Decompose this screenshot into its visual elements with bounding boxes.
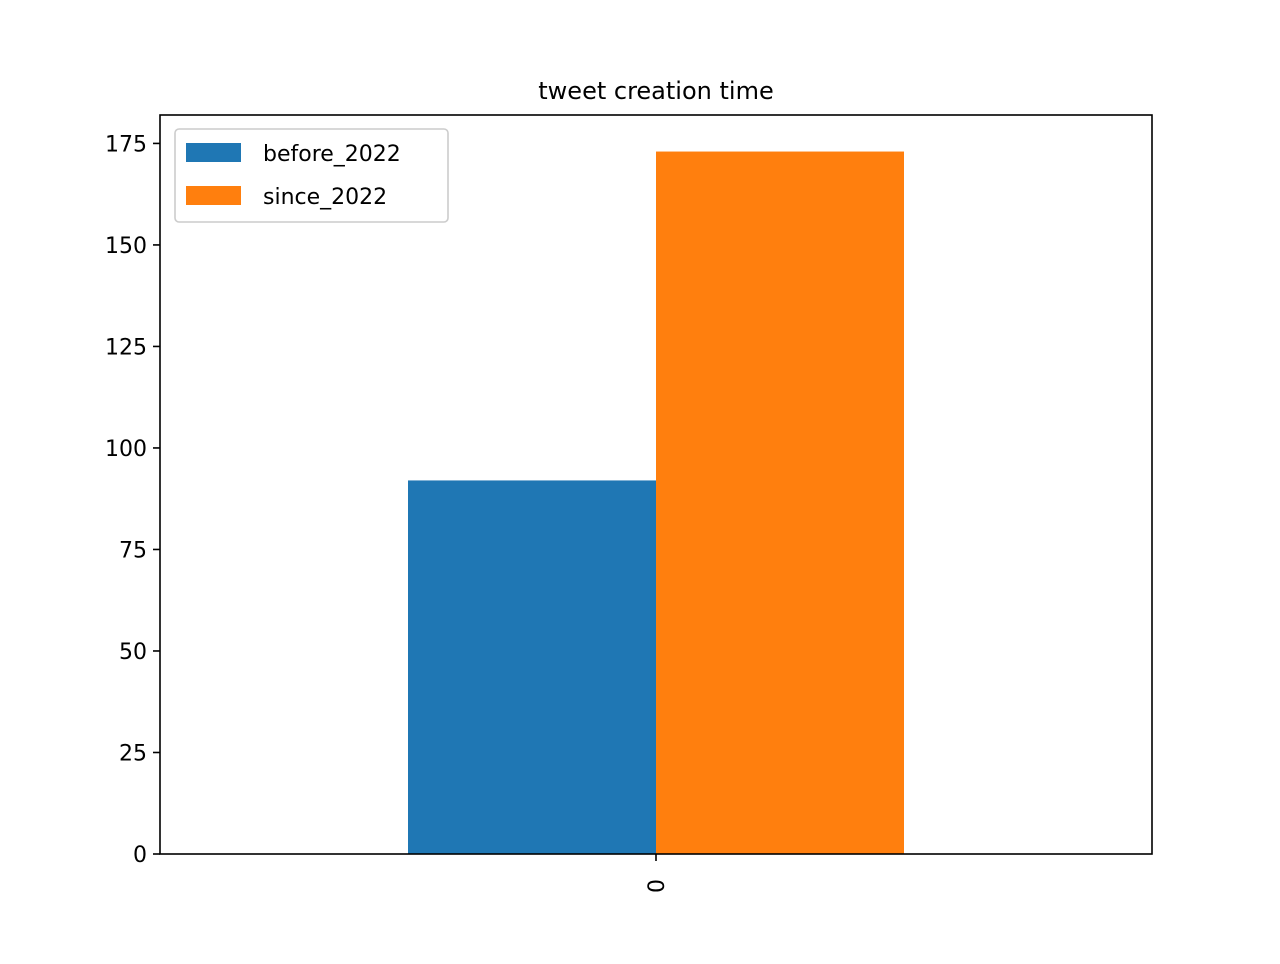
bar-since_2022 — [656, 151, 904, 855]
bars — [408, 151, 904, 855]
plot-frame — [159, 114, 1153, 855]
y-tick-label: 150 — [105, 234, 147, 259]
y-tick-label: 0 — [133, 843, 147, 868]
y-tick-label: 75 — [119, 538, 147, 563]
y-tick-label: 125 — [105, 335, 147, 360]
y-tick-label: 100 — [105, 437, 147, 462]
y-tick-label: 50 — [119, 640, 147, 665]
legend-box — [174, 128, 449, 223]
x-tick-label: 0 — [645, 879, 670, 893]
bar-before_2022 — [408, 480, 656, 854]
y-tick-label: 175 — [105, 132, 147, 157]
legend: before_2022 since_2022 — [174, 128, 449, 223]
x-axis: 0 — [645, 854, 670, 893]
legend-label: since_2022 — [263, 185, 387, 210]
legend-label: before_2022 — [263, 142, 401, 167]
legend-swatch-since_2022 — [186, 186, 241, 205]
y-tick-label: 25 — [119, 741, 147, 766]
y-axis: 0 25 50 75 100 125 150 175 — [105, 132, 160, 868]
chart-title: tweet creation time — [538, 77, 773, 105]
legend-swatch-before_2022 — [186, 143, 241, 162]
